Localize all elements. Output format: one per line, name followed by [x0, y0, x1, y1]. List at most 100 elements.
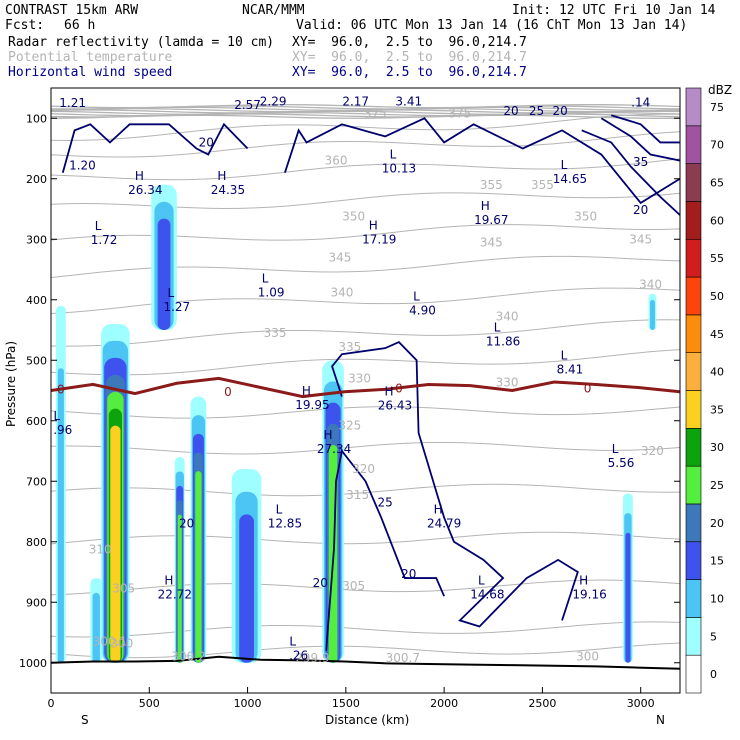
theta-label: 355	[531, 178, 554, 192]
wind-extremum-marker: H	[302, 384, 311, 398]
wind-extremum-value: 26.43	[378, 399, 412, 413]
wind-contour	[284, 117, 680, 205]
wind-extremum-marker: L	[612, 442, 619, 456]
x-tick-label: 2000	[430, 697, 458, 710]
wind-contour	[610, 114, 680, 144]
fcst-value: 66 h	[64, 18, 96, 33]
wind-extremum-marker: H	[135, 169, 144, 183]
theta-contour	[51, 131, 680, 158]
reflectivity-cell	[57, 368, 64, 663]
y-tick-label: 200	[26, 173, 47, 186]
wind-extremum-value: 24.79	[427, 517, 461, 531]
theta-contour	[51, 483, 680, 497]
theta-label: 320	[352, 462, 375, 476]
reflectivity-cell	[239, 514, 254, 663]
theta-label: 345	[629, 232, 652, 246]
y-tick-label: 500	[26, 354, 47, 367]
theta-label: 350	[574, 209, 597, 223]
wind-extremum-value: .14	[631, 96, 650, 110]
wind-extremum-marker: L	[167, 286, 174, 300]
wind-extremum-value: 27.34	[317, 442, 351, 456]
theta-contour	[51, 642, 680, 659]
colorbar-level-label: 70	[710, 139, 724, 152]
wind-extremum-value: 8.41	[557, 362, 584, 376]
x-tick-label: 3000	[627, 697, 655, 710]
colorbar-level-label: 35	[710, 403, 724, 416]
wind-contour-label: 20	[401, 567, 416, 581]
wind-extremum-value: 1.72	[91, 233, 118, 247]
reflectivity-cell	[92, 592, 100, 663]
theta-contour-upper	[51, 114, 680, 119]
colorbar-swatch	[685, 87, 702, 127]
wind-extremum-marker: L	[413, 290, 420, 304]
x-tick-label: 500	[139, 697, 160, 710]
colorbar-swatch	[685, 314, 702, 353]
theta-label: 315	[346, 488, 369, 502]
wind-contour-label: 20	[313, 576, 328, 590]
freezing-level-label: 0	[57, 383, 65, 397]
colorbar-swatch	[685, 617, 702, 656]
wind-extremum-marker: H	[579, 573, 588, 587]
field-theta-xy: XY= 96.0, 2.5 to 96.0,214.7	[292, 50, 527, 65]
y-tick-label: 900	[26, 596, 47, 609]
theta-contour	[51, 113, 680, 141]
y-tick-label: 1000	[19, 657, 47, 670]
wind-extremum-marker: L	[95, 219, 102, 233]
theta-contour	[51, 287, 680, 315]
theta-label: 335	[338, 340, 361, 354]
theta-label: 335	[264, 326, 287, 340]
wind-contour-label: 20	[199, 135, 214, 149]
theta-contour	[51, 441, 680, 455]
wind-extremum-marker: H	[384, 385, 393, 399]
theta-contour	[51, 531, 680, 545]
wind-extremum-value: 19.67	[474, 213, 508, 227]
wind-extremum-marker: H	[324, 428, 333, 442]
wind-extremum-value: 12.85	[268, 517, 302, 531]
reflectivity-cell	[625, 532, 631, 663]
wind-extremum-marker: H	[481, 199, 490, 213]
wind-extremum-marker: L	[561, 158, 568, 172]
wind-extremum-value: 24.35	[211, 183, 245, 197]
wind-contour	[581, 129, 680, 216]
colorbar-level-label: 10	[710, 592, 724, 605]
wind-extremum-value: 3.41	[395, 94, 422, 108]
wind-extremum-value: 26.34	[128, 183, 162, 197]
wind-extremum-marker: L	[289, 634, 296, 648]
wind-extremum-marker: L	[262, 271, 269, 285]
wind-extremum-value: 17.19	[362, 232, 396, 246]
field-wind-xy: XY= 96.0, 2.5 to 96.0,214.7	[292, 65, 527, 80]
wind-contour-label: 35	[633, 155, 648, 169]
y-tick-label: 600	[26, 415, 47, 428]
theta-label: 340	[496, 310, 519, 324]
colorbar-swatch	[685, 238, 702, 278]
colorbar-level-label: 30	[710, 441, 724, 454]
theta-label: 350	[342, 209, 365, 223]
wind-extremum-value: 1.20	[69, 158, 96, 172]
theta-contour	[51, 319, 680, 347]
wind-contour	[61, 122, 249, 173]
x-tick-label: 2500	[528, 697, 556, 710]
theta-label: 345	[328, 250, 351, 264]
org-name: NCAR/MMM	[242, 3, 305, 18]
theta-contour	[51, 621, 680, 638]
colorbar-swatch	[685, 276, 702, 316]
colorbar-unit: dBZ	[708, 83, 733, 97]
wind-extremum-value: 14.68	[470, 587, 504, 601]
freezing-level-label: 0	[395, 381, 403, 395]
colorbar-swatch	[685, 390, 702, 429]
theta-label: 325	[338, 419, 361, 433]
y-tick-label: 800	[26, 536, 47, 549]
wind-extremum-marker: L	[390, 147, 397, 161]
theta-contour-upper	[51, 111, 680, 117]
wind-extremum-value: 2.57	[234, 98, 261, 112]
model-name: CONTRAST 15km ARW	[5, 3, 139, 18]
y-tick-label: 700	[26, 475, 47, 488]
wind-contour-label: 20	[179, 517, 194, 531]
wind-extremum-value: 5.56	[608, 456, 635, 470]
colorbar-swatch	[685, 428, 702, 467]
theta-label: 375	[364, 106, 387, 120]
x-tick-label: 0	[48, 697, 55, 710]
wind-extremum-marker: H	[434, 503, 443, 517]
wind-extremum-value: 19.16	[572, 587, 606, 601]
colorbar-swatch	[685, 579, 702, 618]
